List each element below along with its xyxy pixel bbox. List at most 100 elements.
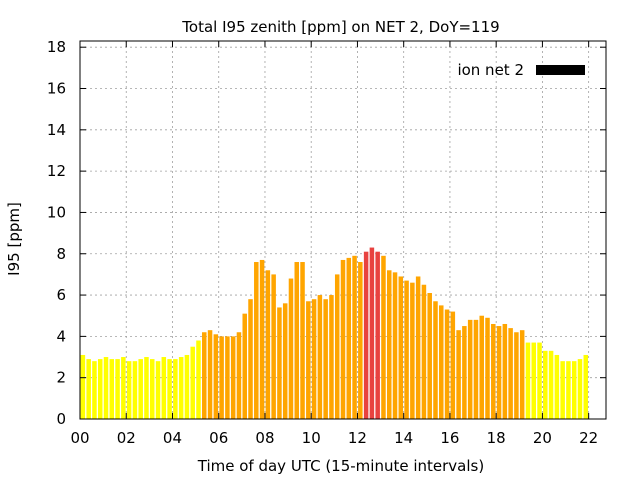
bar [288, 278, 294, 419]
bar [392, 272, 398, 419]
bar [421, 284, 427, 419]
bar [433, 301, 438, 419]
bar [415, 276, 421, 419]
bar [375, 251, 380, 419]
bar [554, 354, 560, 419]
bar [259, 259, 265, 419]
x-tick-label: 02 [117, 429, 136, 447]
bar [236, 332, 242, 419]
bar [323, 299, 328, 419]
y-tick-label: 0 [56, 410, 66, 428]
bar [178, 357, 184, 419]
y-tick-label: 2 [56, 369, 66, 387]
bar [213, 334, 219, 419]
bar [317, 295, 323, 419]
bar [531, 342, 537, 419]
y-tick-label: 16 [47, 80, 66, 98]
bar [462, 326, 467, 419]
bar [485, 317, 490, 419]
bar [306, 301, 311, 419]
bar [271, 274, 276, 419]
bar [126, 361, 132, 419]
bar [571, 361, 577, 419]
bar [467, 319, 473, 419]
bar [381, 255, 386, 419]
bar [242, 313, 247, 419]
bar [173, 359, 178, 419]
bar [519, 330, 525, 419]
bar [340, 259, 346, 419]
x-tick-label: 08 [255, 429, 274, 447]
bar [115, 359, 120, 419]
bar [132, 361, 138, 419]
bar [386, 270, 392, 419]
bar [502, 323, 508, 419]
bar [537, 342, 542, 419]
axis-ticks [79, 41, 606, 420]
x-tick-label: 20 [533, 429, 552, 447]
bar [548, 350, 554, 419]
bar [184, 354, 190, 419]
y-tick-label: 14 [47, 121, 66, 139]
bar [109, 359, 115, 419]
bar [167, 359, 172, 419]
bar [138, 359, 143, 419]
x-tick-label: 18 [487, 429, 506, 447]
x-tick-label: 06 [209, 429, 228, 447]
x-tick-label: 22 [579, 429, 598, 447]
legend: ion net 2 [457, 61, 585, 79]
x-tick-label: 12 [348, 429, 367, 447]
bar [300, 262, 305, 419]
bar [80, 354, 86, 419]
bar-series [80, 247, 589, 419]
grid-lines [80, 41, 606, 419]
x-tick-label: 10 [302, 429, 321, 447]
bar [202, 332, 207, 419]
plot-area-border [79, 40, 607, 420]
bar [196, 340, 201, 419]
legend-swatch [536, 65, 585, 75]
bar [334, 274, 340, 419]
bar [410, 282, 415, 419]
bar [190, 346, 195, 419]
bar [479, 315, 484, 419]
legend-label: ion net 2 [457, 61, 524, 79]
bar [444, 309, 450, 419]
bar [207, 330, 213, 419]
x-axis-label: Time of day UTC (15-minute intervals) [197, 457, 484, 475]
bar [230, 336, 236, 419]
bar [560, 361, 565, 419]
bar [352, 255, 357, 419]
bar [265, 270, 271, 419]
bar [473, 319, 479, 419]
bar [363, 251, 369, 419]
y-tick-labels: 0 2 4 6 8 10 12 14 16 18 [47, 38, 66, 428]
bar [97, 359, 103, 419]
bar [525, 342, 531, 419]
bar [514, 332, 519, 419]
bar [369, 247, 375, 419]
bar [248, 299, 253, 419]
bar [219, 336, 224, 419]
bar [398, 276, 404, 419]
bar [161, 357, 167, 419]
x-tick-label: 00 [70, 429, 89, 447]
chart-title: Total I95 zenith [ppm] on NET 2, DoY=119 [181, 18, 499, 36]
y-tick-label: 18 [47, 38, 66, 56]
x-tick-label: 16 [440, 429, 459, 447]
bar [427, 293, 432, 419]
bar [577, 359, 583, 419]
bar [496, 326, 502, 419]
bar [450, 311, 456, 419]
bar [86, 359, 91, 419]
y-tick-label: 4 [56, 327, 66, 345]
bar [294, 262, 300, 419]
bar [225, 336, 230, 419]
x-tick-label: 04 [163, 429, 182, 447]
bar [508, 328, 513, 419]
bar [346, 257, 352, 419]
y-tick-label: 8 [56, 245, 66, 263]
y-tick-label: 10 [47, 203, 66, 221]
bar [103, 357, 109, 419]
